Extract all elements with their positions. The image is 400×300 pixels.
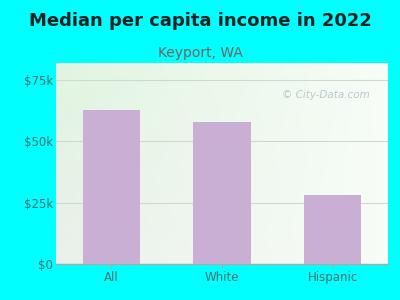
Bar (193, 122, 251, 264)
Bar (82, 110, 140, 264)
Text: © City-Data.com: © City-Data.com (282, 90, 370, 100)
Text: Median per capita income in 2022: Median per capita income in 2022 (28, 12, 372, 30)
Text: Keyport, WA: Keyport, WA (158, 46, 242, 61)
Bar (304, 195, 362, 264)
